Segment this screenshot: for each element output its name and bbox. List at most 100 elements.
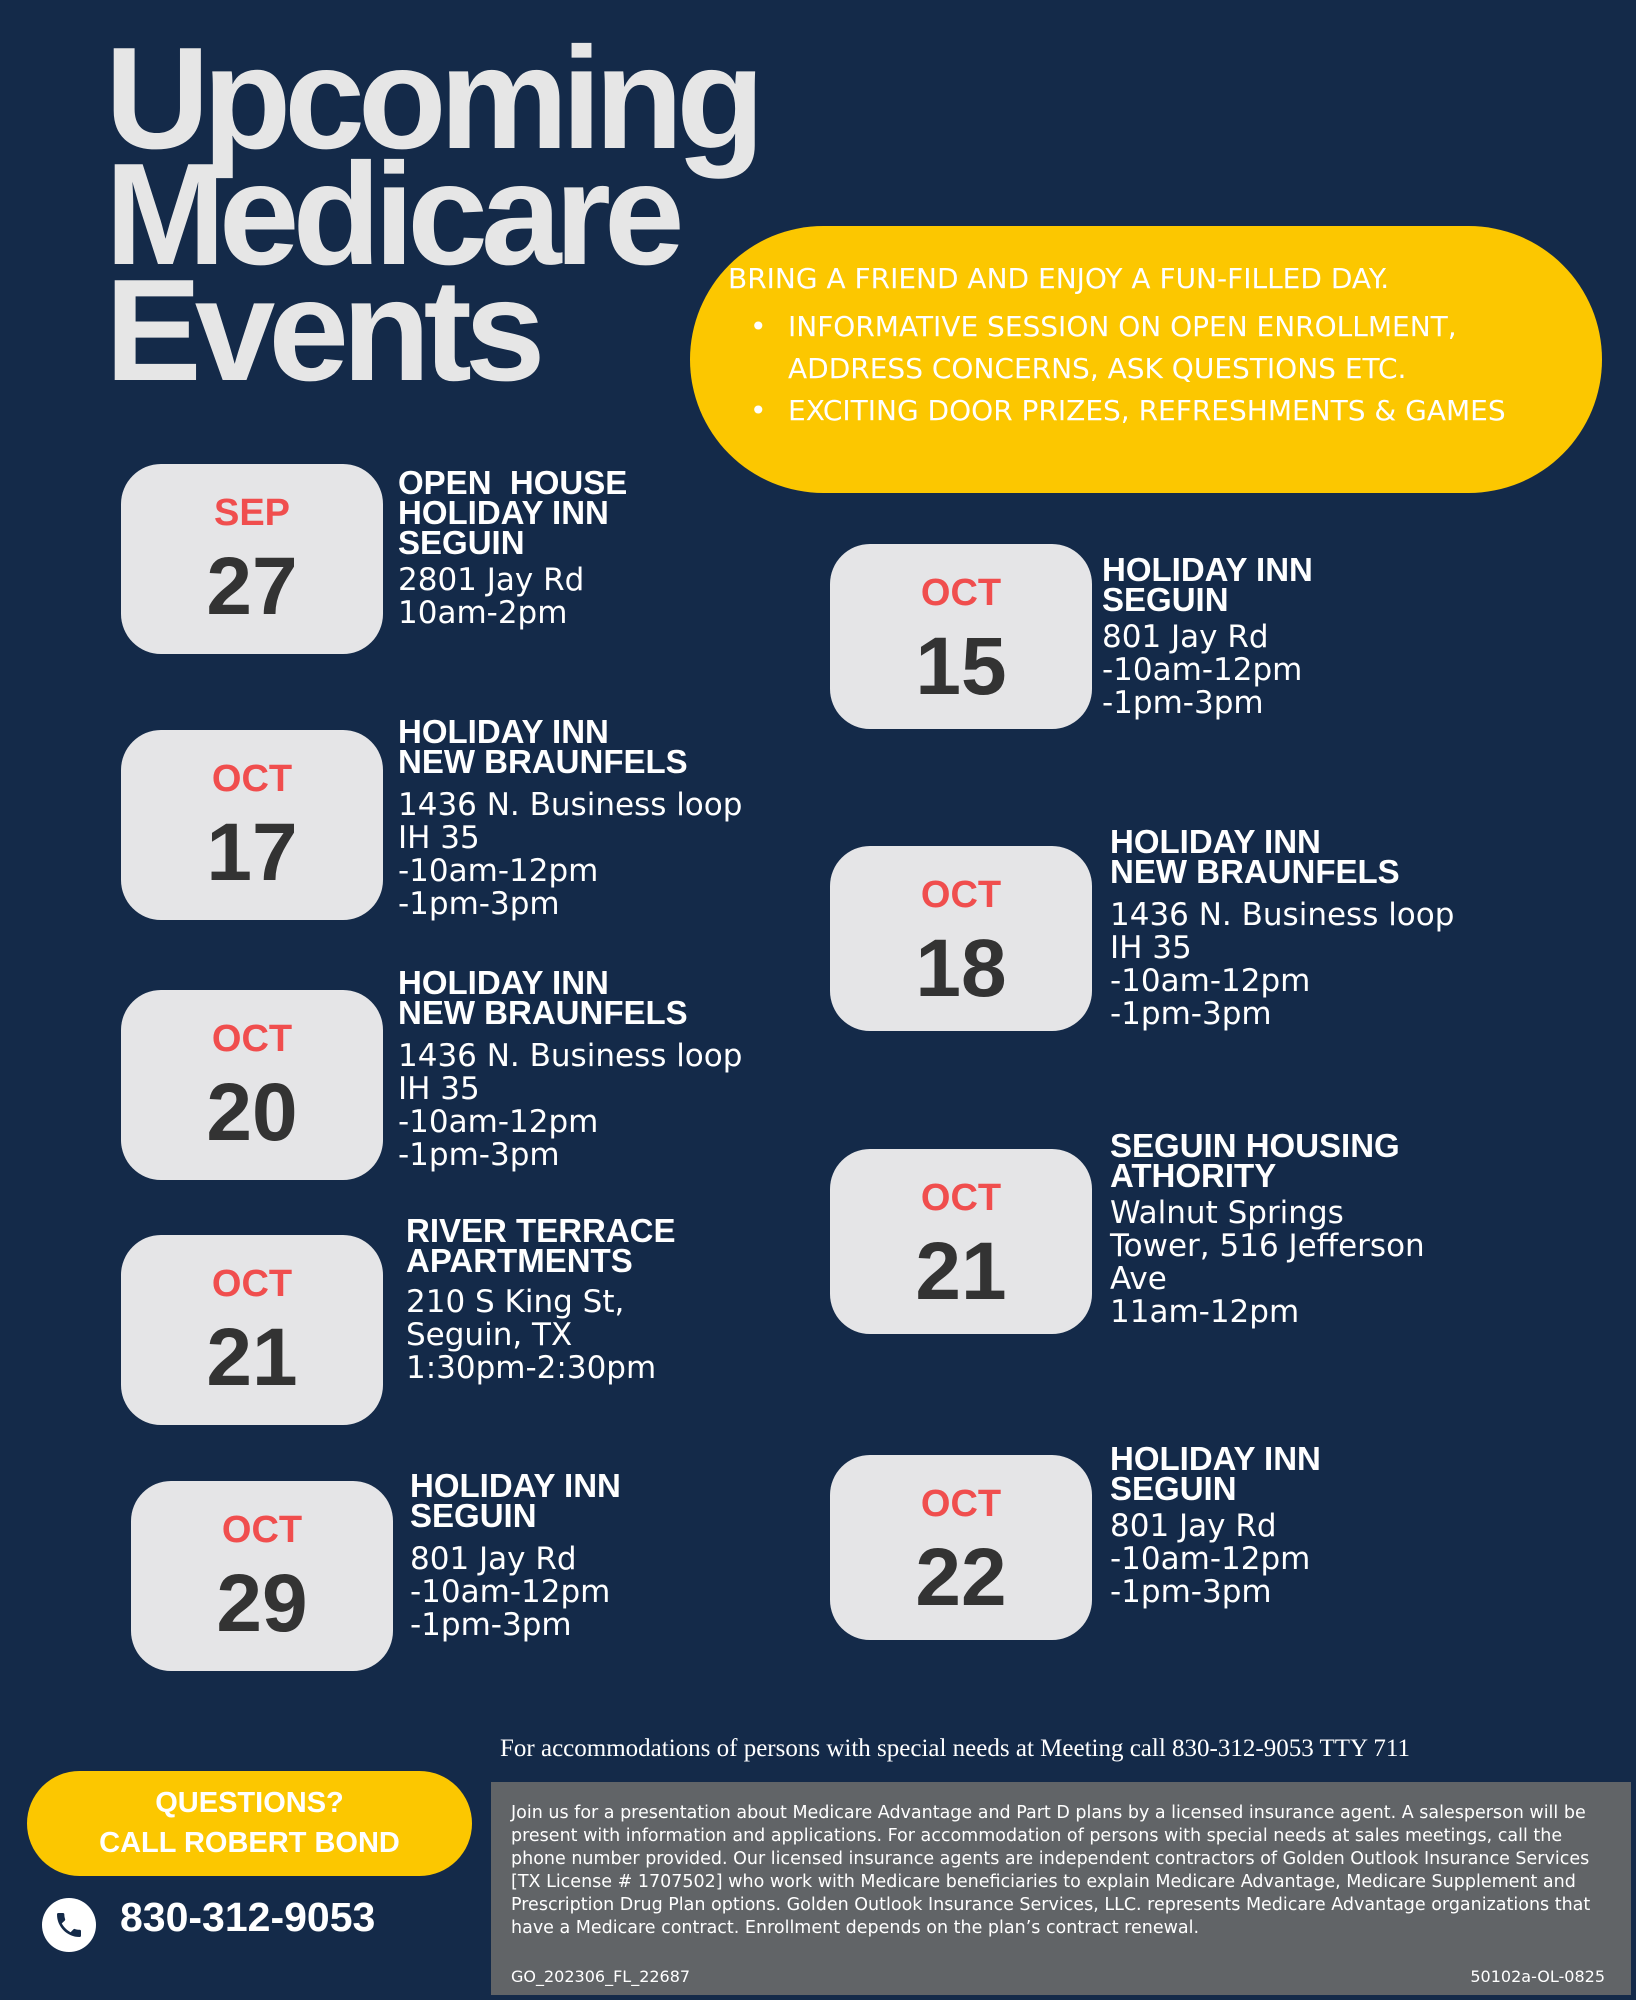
event-details: 801 Jay Rd -10am-12pm -1pm-3pm [1102,621,1313,720]
event-month: OCT [221,1509,303,1551]
promo-banner: BRING A FRIEND AND ENJOY A FUN-FILLED DA… [690,226,1602,493]
questions-callout: QUESTIONS? CALL ROBERT BOND [27,1771,472,1876]
detail-line: 1436 N. Business loop [398,787,743,823]
date-card: OCT 21 [121,1235,383,1425]
detail-line: 1:30pm-2:30pm [406,1350,657,1386]
event-details: 801 Jay Rd -10am-12pm -1pm-3pm [1110,1510,1321,1609]
title-line-3: Events [105,249,545,411]
venue-line: HOLIDAY INN [1110,823,1321,860]
event-day: 21 [206,1312,298,1403]
page-title: Upcoming Medicare Events [105,26,765,411]
date-card: OCT 18 [830,846,1092,1031]
event-details: Walnut Springs Tower, 516 Jefferson Ave … [1110,1197,1425,1329]
detail-line: -1pm-3pm [1110,1574,1272,1610]
venue-line: SEGUIN [410,1497,537,1534]
event-venue: HOLIDAY INN SEGUIN [1102,551,1313,618]
event-info: HOLIDAY INN NEW BRAUNFELS 1436 N. Busine… [398,713,742,921]
event-day: 15 [915,621,1007,712]
date-card: OCT 21 [830,1149,1092,1334]
date-card: OCT 29 [131,1481,393,1671]
detail-line: Walnut Springs [1110,1195,1344,1231]
detail-line: IH 35 [1110,930,1192,966]
event-month: OCT [920,572,1002,614]
detail-line: Seguin, TX [406,1317,573,1353]
venue-line: HOLIDAY INN [398,713,609,750]
date-card: SEP 27 [121,464,383,654]
venue-line: ATHORITY [1110,1157,1277,1194]
event-info: OPEN HOUSE HOLIDAY INN SEGUIN 2801 Jay R… [398,464,628,630]
detail-line: 801 Jay Rd [410,1541,577,1577]
detail-line: -10am-12pm [1110,1541,1311,1577]
call-label: CALL ROBERT BOND [99,1827,400,1859]
event-info: HOLIDAY INN NEW BRAUNFELS 1436 N. Busine… [1110,823,1454,1031]
event-day: 20 [206,1067,298,1158]
detail-line: 801 Jay Rd [1110,1508,1277,1544]
detail-line: IH 35 [398,820,480,856]
promo-list: INFORMATIVE SESSION ON OPEN ENROLLMENT, … [728,306,1588,432]
event-venue: HOLIDAY INN NEW BRAUNFELS [398,964,742,1031]
event-info: HOLIDAY INN SEGUIN 801 Jay Rd -10am-12pm… [1110,1440,1321,1609]
detail-line: -1pm-3pm [1110,996,1272,1032]
venue-line: NEW BRAUNFELS [398,743,688,780]
date-card: OCT 17 [121,730,383,920]
venue-line: SEGUIN [398,524,525,561]
venue-line: HOLIDAY INN [410,1467,621,1504]
detail-line: -10am-12pm [398,853,599,889]
event-info: RIVER TERRACE APARTMENTS 210 S King St, … [406,1212,676,1385]
venue-line: HOLIDAY INN [398,494,609,531]
detail-line: 11am-12pm [1110,1294,1300,1330]
event-venue: HOLIDAY INN SEGUIN [1110,1440,1321,1507]
venue-line: NEW BRAUNFELS [398,994,688,1031]
detail-line: 1436 N. Business loop [1110,897,1455,933]
promo-intro: BRING A FRIEND AND ENJOY A FUN-FILLED DA… [728,262,1390,295]
event-info: SEGUIN HOUSING ATHORITY Walnut Springs T… [1110,1127,1425,1329]
event-details: 2801 Jay Rd 10am-2pm [398,564,627,630]
event-info: HOLIDAY INN NEW BRAUNFELS 1436 N. Busine… [398,964,742,1172]
event-details: 1436 N. Business loop IH 35 -10am-12pm -… [1110,899,1454,1031]
event-info: HOLIDAY INN SEGUIN 801 Jay Rd -10am-12pm… [1102,551,1313,720]
date-card: OCT 22 [830,1455,1092,1640]
document-code-left: GO_202306_FL_22687 [511,1967,691,1986]
venue-line: RIVER TERRACE [406,1212,676,1249]
venue-line: SEGUIN HOUSING [1110,1127,1400,1164]
venue-line: SEGUIN [1102,581,1229,618]
event-details: 801 Jay Rd -10am-12pm -1pm-3pm [410,1543,621,1642]
document-code-right: 50102a-OL-0825 [1470,1967,1605,1986]
venue-line: OPEN HOUSE [398,464,628,501]
event-venue: OPEN HOUSE HOLIDAY INN SEGUIN [398,464,628,561]
event-details: 1436 N. Business loop IH 35 -10am-12pm -… [398,1040,742,1172]
date-card: OCT 15 [830,544,1092,729]
phone-number[interactable]: 830-312-9053 [120,1894,376,1940]
event-month: OCT [920,874,1002,916]
event-details: 1436 N. Business loop IH 35 -10am-12pm -… [398,789,742,921]
event-day: 21 [915,1226,1007,1317]
detail-line: -1pm-3pm [1102,685,1264,721]
detail-line: IH 35 [398,1071,480,1107]
venue-line: SEGUIN [1110,1470,1237,1507]
event-day: 18 [915,923,1007,1014]
venue-line: HOLIDAY INN [398,964,609,1001]
detail-line: -10am-12pm [1110,963,1311,999]
phone-icon [42,1898,96,1952]
event-venue: HOLIDAY INN NEW BRAUNFELS [1110,823,1454,890]
venue-line: HOLIDAY INN [1102,551,1313,588]
detail-line: -10am-12pm [1102,652,1303,688]
detail-line: -10am-12pm [398,1104,599,1140]
event-day: 27 [206,541,298,632]
event-day: 17 [206,807,298,898]
venue-line: HOLIDAY INN [1110,1440,1321,1477]
event-month: OCT [920,1177,1002,1219]
event-month: OCT [920,1483,1002,1525]
promo-bullet: INFORMATIVE SESSION ON OPEN ENROLLMENT, … [728,306,1588,390]
detail-line: Tower, 516 Jefferson [1110,1228,1425,1264]
detail-line: -10am-12pm [410,1574,611,1610]
venue-line: NEW BRAUNFELS [1110,853,1400,890]
venue-line: APARTMENTS [406,1242,633,1279]
event-details: 210 S King St, Seguin, TX 1:30pm-2:30pm [406,1286,676,1385]
event-month: SEP [213,492,291,534]
event-month: OCT [211,1018,293,1060]
event-info: HOLIDAY INN SEGUIN 801 Jay Rd -10am-12pm… [410,1467,621,1642]
date-card: OCT 20 [121,990,383,1180]
detail-line: 1436 N. Business loop [398,1038,743,1074]
detail-line: 2801 Jay Rd [398,562,585,598]
